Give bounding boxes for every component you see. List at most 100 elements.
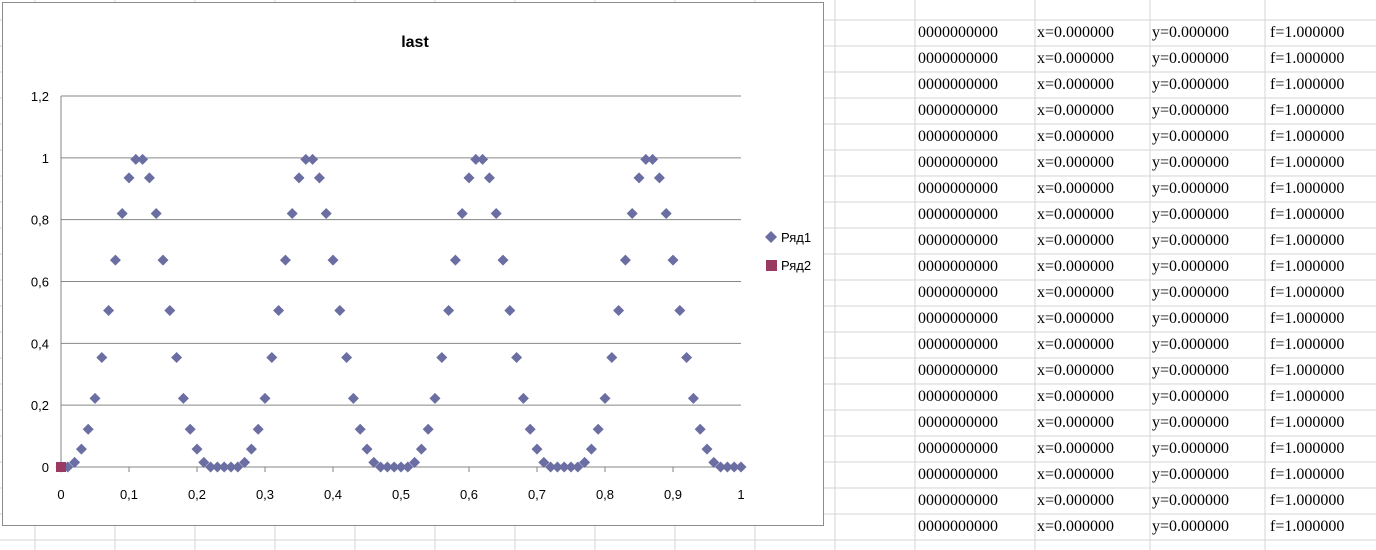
cell-x[interactable]: x=0.000000 — [1037, 466, 1115, 483]
cell-y[interactable]: y=0.000000 — [1152, 180, 1230, 197]
cell-id[interactable]: 0000000000 — [918, 206, 998, 223]
cell-y[interactable]: y=0.000000 — [1152, 414, 1230, 431]
cell-x[interactable]: x=0.000000 — [1037, 102, 1115, 119]
series1-point — [443, 305, 455, 317]
cell-f[interactable]: f=1.000000 — [1270, 76, 1345, 93]
cell-f[interactable]: f=1.000000 — [1270, 154, 1345, 171]
cell-y[interactable]: y=0.000000 — [1152, 76, 1230, 93]
cell-id[interactable]: 0000000000 — [918, 414, 998, 431]
table-row: 0000000000 x=0.000000 y=0.000000 f=1.000000 — [916, 306, 1376, 332]
cell-id[interactable]: 0000000000 — [918, 50, 998, 67]
series1-point — [205, 461, 217, 473]
cell-x[interactable]: x=0.000000 — [1037, 440, 1115, 457]
series1-point — [130, 153, 142, 165]
cell-id[interactable]: 0000000000 — [918, 310, 998, 327]
cell-y[interactable]: y=0.000000 — [1152, 388, 1230, 405]
cell-id[interactable]: 0000000000 — [918, 518, 998, 535]
cell-id[interactable]: 0000000000 — [918, 180, 998, 197]
cell-f[interactable]: f=1.000000 — [1270, 440, 1345, 457]
series1-point — [252, 423, 264, 435]
cell-id[interactable]: 0000000000 — [918, 362, 998, 379]
series1-point — [449, 254, 461, 266]
cell-y[interactable]: y=0.000000 — [1152, 336, 1230, 353]
cell-f[interactable]: f=1.000000 — [1270, 128, 1345, 145]
cell-y[interactable]: y=0.000000 — [1152, 492, 1230, 509]
chart-object[interactable]: last 0 0,2 0,4 0,6 0,8 1 1,2 0 0,1 0,2 0,3 0,4 0,5 0,6… — [2, 2, 824, 526]
cell-f[interactable]: f=1.000000 — [1270, 284, 1345, 301]
cell-x[interactable]: x=0.000000 — [1037, 388, 1115, 405]
series1-point — [381, 461, 393, 473]
cell-id[interactable]: 0000000000 — [918, 258, 998, 275]
cell-f[interactable]: f=1.000000 — [1270, 258, 1345, 275]
cell-x[interactable]: x=0.000000 — [1037, 310, 1115, 327]
cell-x[interactable]: x=0.000000 — [1037, 284, 1115, 301]
cell-x[interactable]: x=0.000000 — [1037, 76, 1115, 93]
series1-point — [395, 461, 407, 473]
cell-f[interactable]: f=1.000000 — [1270, 466, 1345, 483]
cell-f[interactable]: f=1.000000 — [1270, 492, 1345, 509]
cell-id[interactable]: 0000000000 — [918, 76, 998, 93]
cell-x[interactable]: x=0.000000 — [1037, 258, 1115, 275]
cell-f[interactable]: f=1.000000 — [1270, 518, 1345, 535]
cell-f[interactable]: f=1.000000 — [1270, 388, 1345, 405]
cell-x[interactable]: x=0.000000 — [1037, 24, 1115, 41]
cell-id[interactable]: 0000000000 — [918, 128, 998, 145]
cell-id[interactable]: 0000000000 — [918, 232, 998, 249]
cell-y[interactable]: y=0.000000 — [1152, 128, 1230, 145]
cell-x[interactable]: x=0.000000 — [1037, 128, 1115, 145]
cell-f[interactable]: f=1.000000 — [1270, 232, 1345, 249]
cell-id[interactable]: 0000000000 — [918, 492, 998, 509]
cell-id[interactable]: 0000000000 — [918, 440, 998, 457]
cell-y[interactable]: y=0.000000 — [1152, 518, 1230, 535]
cell-id[interactable]: 0000000000 — [918, 284, 998, 301]
cell-y[interactable]: y=0.000000 — [1152, 154, 1230, 171]
cell-x[interactable]: x=0.000000 — [1037, 492, 1115, 509]
cell-x[interactable]: x=0.000000 — [1037, 232, 1115, 249]
cell-id[interactable]: 0000000000 — [918, 24, 998, 41]
series1-point — [388, 461, 400, 473]
cell-y[interactable]: y=0.000000 — [1152, 284, 1230, 301]
cell-y[interactable]: y=0.000000 — [1152, 310, 1230, 327]
series1-point — [89, 392, 101, 404]
cell-f[interactable]: f=1.000000 — [1270, 336, 1345, 353]
cell-f[interactable]: f=1.000000 — [1270, 362, 1345, 379]
cell-f[interactable]: f=1.000000 — [1270, 102, 1345, 119]
series1-point — [266, 352, 278, 364]
cell-f[interactable]: f=1.000000 — [1270, 206, 1345, 223]
cell-x[interactable]: x=0.000000 — [1037, 362, 1115, 379]
series1-point — [422, 423, 434, 435]
cell-x[interactable]: x=0.000000 — [1037, 414, 1115, 431]
series1-point — [273, 305, 285, 317]
cell-y[interactable]: y=0.000000 — [1152, 258, 1230, 275]
cell-y[interactable]: y=0.000000 — [1152, 440, 1230, 457]
cell-y[interactable]: y=0.000000 — [1152, 24, 1230, 41]
chart-title[interactable]: last — [401, 34, 429, 51]
table-row: 0000000000 x=0.000000 y=0.000000 f=1.000000 — [916, 176, 1376, 202]
cell-id[interactable]: 0000000000 — [918, 388, 998, 405]
table-row: 0000000000 x=0.000000 y=0.000000 f=1.000000 — [916, 514, 1376, 540]
cell-x[interactable]: x=0.000000 — [1037, 50, 1115, 67]
cell-y[interactable]: y=0.000000 — [1152, 50, 1230, 67]
y-tick-label: 0,8 — [31, 213, 49, 228]
cell-id[interactable]: 0000000000 — [918, 154, 998, 171]
cell-y[interactable]: y=0.000000 — [1152, 232, 1230, 249]
cell-x[interactable]: x=0.000000 — [1037, 206, 1115, 223]
cell-y[interactable]: y=0.000000 — [1152, 466, 1230, 483]
cell-x[interactable]: x=0.000000 — [1037, 154, 1115, 171]
cell-x[interactable]: x=0.000000 — [1037, 518, 1115, 535]
cell-f[interactable]: f=1.000000 — [1270, 24, 1345, 41]
cell-x[interactable]: x=0.000000 — [1037, 180, 1115, 197]
cell-f[interactable]: f=1.000000 — [1270, 310, 1345, 327]
cell-y[interactable]: y=0.000000 — [1152, 362, 1230, 379]
cell-y[interactable]: y=0.000000 — [1152, 206, 1230, 223]
cell-f[interactable]: f=1.000000 — [1270, 414, 1345, 431]
cell-id[interactable]: 0000000000 — [918, 466, 998, 483]
cell-f[interactable]: f=1.000000 — [1270, 180, 1345, 197]
cell-id[interactable]: 0000000000 — [918, 102, 998, 119]
table-row: 0000000000 x=0.000000 y=0.000000 f=1.000000 — [916, 358, 1376, 384]
cell-x[interactable]: x=0.000000 — [1037, 336, 1115, 353]
series1-point — [504, 305, 516, 317]
cell-id[interactable]: 0000000000 — [918, 336, 998, 353]
cell-f[interactable]: f=1.000000 — [1270, 50, 1345, 67]
cell-y[interactable]: y=0.000000 — [1152, 102, 1230, 119]
